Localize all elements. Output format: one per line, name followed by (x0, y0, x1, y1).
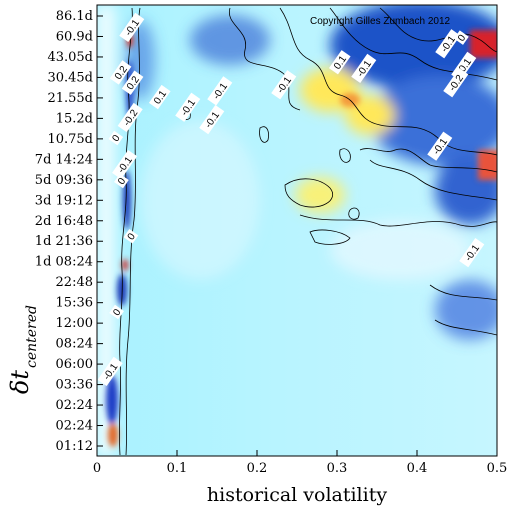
x-tick-label: 0.1 (167, 461, 188, 476)
x-tick-label: 0.4 (407, 461, 428, 476)
contour-label: 0 (109, 304, 124, 320)
y-tick-label: 22:48 (56, 275, 93, 290)
y-tick-label: 02:24 (56, 398, 93, 413)
y-tick-label: 02:24 (56, 419, 93, 434)
y-tick-label: 30.45d (47, 70, 93, 85)
x-axis-label: historical volatility (207, 484, 387, 506)
contour-label: 0 (108, 130, 124, 146)
svg-text:δt: δt (6, 370, 34, 394)
svg-text:0: 0 (111, 307, 123, 318)
y-axis-label-main: δt (6, 370, 34, 394)
y-tick-label: 1d 08:24 (35, 255, 93, 270)
y-tick-label: 15:36 (56, 296, 93, 311)
svg-text:0: 0 (110, 133, 122, 144)
x-axis: 0 0.1 0.2 0.3 0.4 0.5 (93, 450, 507, 476)
y-tick-label: 01:12 (56, 439, 93, 454)
y-axis-label: δt centered (6, 305, 40, 394)
x-tick-label: 0.3 (327, 461, 348, 476)
heatmap-field (97, 5, 497, 456)
y-tick-label: 2d 16:48 (35, 214, 93, 229)
contour-label: 0 (113, 173, 129, 189)
plot-frame (96, 4, 498, 457)
x-tick-label: 0 (93, 461, 101, 476)
y-tick-label: 21.55d (47, 91, 93, 106)
y-tick-label: 3d 19:12 (35, 193, 93, 208)
y-tick-label: 43.05d (47, 50, 93, 65)
y-tick-label: 08:24 (56, 337, 93, 352)
copyright-text: Copyright Gilles Zumbach 2012 (310, 16, 451, 27)
contour-label: 0 (453, 30, 469, 45)
y-axis-label-sub: centered (24, 305, 40, 368)
y-tick-label: 60.9d (56, 29, 93, 44)
y-tick-label: 03:36 (56, 378, 93, 393)
y-tick-label: 06:00 (56, 357, 93, 372)
y-tick-label: 12:00 (56, 316, 93, 331)
y-tick-label: 10.75d (47, 132, 93, 147)
svg-text:0: 0 (126, 231, 138, 242)
x-tick-label: 0.5 (487, 461, 508, 476)
contour-label: 0 (123, 229, 139, 244)
y-tick-label: 86.1d (56, 9, 93, 24)
svg-text:centered: centered (24, 305, 40, 368)
x-tick-label: 0.2 (247, 461, 268, 476)
y-tick-label: 5d 09:36 (35, 173, 93, 188)
y-axis: 01:12 02:24 02:24 03:36 06:00 08:24 12:00 15:36… (35, 9, 103, 454)
y-tick-label: 7d 14:24 (35, 152, 93, 167)
svg-text:0: 0 (456, 32, 468, 43)
y-tick-label: 15.2d (56, 111, 93, 126)
svg-text:0: 0 (116, 176, 128, 187)
y-tick-label: 1d 21:36 (35, 234, 93, 249)
